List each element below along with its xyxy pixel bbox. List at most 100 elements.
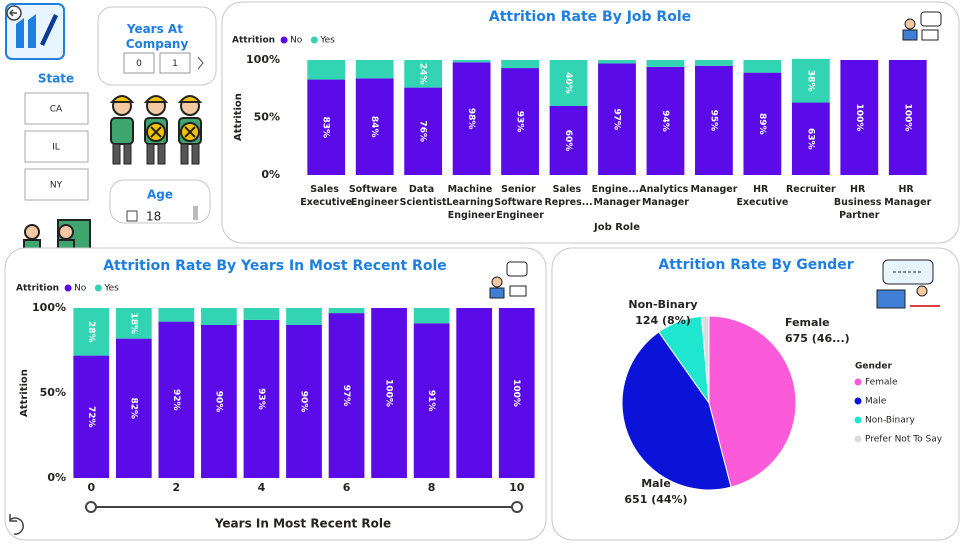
slice-label: Female [785, 316, 830, 329]
y-tick-label: 50% [254, 111, 280, 124]
data-label: 40% [563, 72, 573, 94]
slicer-title: State [38, 72, 74, 86]
x-tick-label: Recruiter [786, 184, 836, 195]
bar [743, 60, 782, 73]
legend-swatch [64, 284, 72, 292]
data-label: 18% [128, 313, 138, 335]
bar [115, 338, 152, 478]
slice-value: 651 (44%) [624, 493, 687, 506]
bar [243, 308, 280, 320]
slicer-item: CA [50, 105, 63, 115]
bar [355, 78, 394, 175]
chart-title: Attrition Rate By Job Role [489, 9, 691, 25]
data-label: 84% [369, 116, 379, 138]
worker-icons [109, 95, 203, 165]
x-tick-label: 0 [87, 481, 95, 494]
legend-swatch [854, 397, 862, 405]
pie-slice [621, 331, 732, 491]
legend-swatch [854, 435, 862, 443]
bar [695, 60, 733, 66]
data-label: 90% [213, 391, 223, 413]
data-label: 89% [757, 113, 767, 135]
bar [646, 66, 685, 175]
legend-label: Yes [103, 284, 119, 294]
bar [646, 60, 685, 67]
data-label: 97% [612, 108, 622, 130]
data-label: 95% [708, 110, 718, 132]
bar [743, 72, 782, 175]
y-tick-label: 0% [47, 471, 66, 484]
range-from: 0 [136, 59, 142, 69]
slice-label: Non-Binary [628, 298, 697, 311]
checkbox[interactable] [126, 210, 138, 222]
legend-swatch [280, 36, 288, 44]
x-tick-label: Senior Software Engineer [494, 184, 546, 221]
x-axis-title: Job Role [593, 222, 640, 233]
bar [791, 102, 830, 175]
legend-title: Attrition [232, 36, 275, 46]
x-tick-label: Software Engineer [349, 184, 401, 208]
chart-title: Attrition Rate By Years In Most Recent R… [103, 258, 447, 274]
data-label: 94% [660, 110, 670, 132]
back-icon [8, 9, 17, 17]
slicer-item: NY [50, 181, 63, 191]
bar [201, 308, 237, 325]
slicer-button[interactable] [24, 92, 89, 125]
slicer-button[interactable] [24, 130, 89, 163]
slice-value: 124 (8%) [635, 314, 691, 327]
x-tick-label: 8 [428, 481, 436, 494]
bar [158, 321, 195, 478]
x-tick-label: 2 [173, 481, 181, 494]
range-input[interactable] [123, 52, 155, 74]
data-label: 76% [418, 121, 428, 143]
bar [840, 60, 879, 175]
bar [549, 60, 588, 106]
slicer-item: IL [52, 143, 60, 153]
x-tick-label: Sales Repres... [544, 184, 592, 208]
reset-icon[interactable] [9, 514, 24, 535]
slicer-button[interactable] [24, 168, 89, 201]
chart-title: Attrition Rate By Gender [658, 257, 853, 273]
data-label: 93% [515, 111, 525, 133]
bar [328, 313, 365, 478]
x-tick-label: Data Scientist [400, 184, 447, 208]
range-input[interactable] [159, 52, 191, 74]
y-tick-label: 100% [32, 301, 66, 314]
range-to: 1 [172, 59, 178, 69]
bar [307, 79, 346, 175]
data-label: 72% [86, 406, 96, 428]
bar [404, 60, 443, 88]
slider-handle[interactable] [511, 501, 523, 513]
slider-handle[interactable] [85, 501, 97, 513]
chevron[interactable] [197, 56, 204, 70]
bar [888, 60, 927, 175]
slicer-title: Age [147, 188, 173, 202]
y-tick-label: 50% [40, 386, 66, 399]
role-icon [489, 261, 528, 299]
bar [598, 63, 636, 176]
y-tick-label: 100% [246, 53, 280, 66]
legend-label: No [74, 284, 87, 294]
bar [452, 62, 491, 175]
data-label: 83% [321, 117, 331, 139]
x-tick-label: Machine Learning Engineer [446, 184, 496, 221]
data-label: 98% [466, 108, 476, 130]
bar [549, 106, 588, 175]
bar [456, 308, 493, 478]
pie-slice [708, 315, 797, 488]
x-tick-label: HR Business Partner [834, 184, 885, 221]
legend-label: Non-Binary [865, 416, 915, 426]
x-tick-label: Engine... Manager [592, 184, 643, 208]
bar [413, 323, 450, 478]
bar [73, 308, 110, 356]
x-tick-label: Analytics Manager [639, 184, 691, 208]
x-axis-title: Years In Most Recent Role [214, 517, 391, 531]
gender-icon [876, 259, 940, 309]
x-tick-label: 6 [343, 481, 351, 494]
data-label: 100% [854, 104, 864, 132]
bar [286, 325, 322, 478]
bar [501, 60, 539, 69]
x-tick-label: HR Executive [736, 184, 788, 208]
legend-swatch [854, 416, 862, 424]
